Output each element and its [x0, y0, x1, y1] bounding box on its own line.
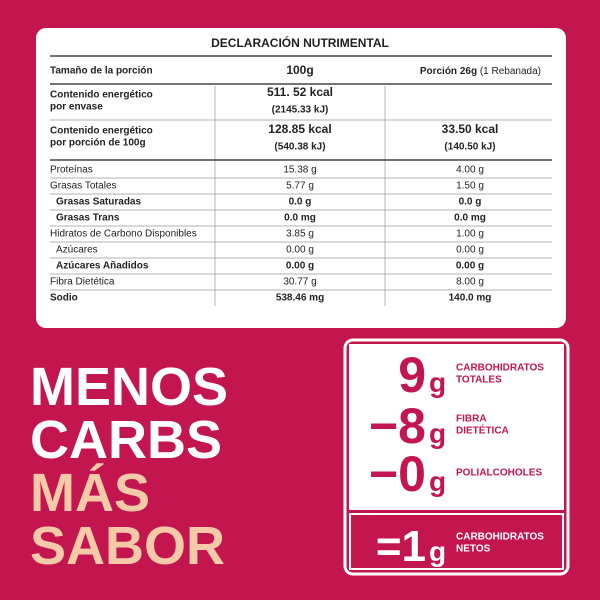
label-title: DECLARACIÓN NUTRIMENTAL [211, 35, 389, 50]
nutrient-name: Sodio [50, 293, 78, 304]
energy-kj: (2145.33 kJ) [272, 105, 329, 116]
nutrient-value: 0.00 g [286, 261, 314, 272]
summary-amount: −0 [369, 446, 426, 502]
nutrient-rows: Proteínas 15.38 g 4.00 g Grasas Totales 5.77… [50, 165, 552, 304]
nutrient-value: 8.00 g [456, 277, 484, 288]
nutrient-value: 0.00 g [456, 261, 484, 272]
nutrient-value: 140.0 mg [449, 293, 492, 304]
summary-label: CARBOHIDRATOS [456, 363, 544, 374]
summary-unit: g [429, 466, 446, 497]
summary-amount: 9 [398, 347, 426, 403]
nutrient-name: Grasas Saturadas [56, 197, 141, 208]
energy-kcal: 33.50 kcal [442, 122, 499, 136]
nutrient-name: Proteínas [50, 165, 93, 176]
promo-line: MENOS [30, 357, 228, 417]
nutrient-value: 5.77 g [286, 181, 314, 192]
serving-label: Tamaño de la porción [50, 66, 153, 77]
summary-label: NETOS [456, 544, 491, 555]
energy-label: por porción de 100g [50, 138, 146, 149]
serving-col2: Porción 26g (1 Rebanada) [420, 66, 541, 77]
serving-col2-value: Porción 26g [420, 66, 477, 77]
energy-label: por envase [50, 102, 103, 113]
summary-unit: g [429, 367, 446, 398]
nutrient-value: 538.46 mg [276, 293, 324, 304]
summary-label: FIBRA [456, 414, 487, 425]
nutrient-value: 3.85 g [286, 229, 314, 240]
promo-line: SABOR [30, 516, 225, 576]
summary-frame [343, 338, 570, 576]
nutrient-value: 0.0 g [289, 197, 312, 208]
nutrient-value: 1.50 g [456, 181, 484, 192]
nutrient-name: Azúcares Añadidos [56, 261, 149, 272]
serving-col1: 100g [286, 63, 313, 77]
summary-panel [349, 344, 564, 510]
summary-label: TOTALES [456, 375, 502, 386]
summary-amount: −8 [369, 398, 426, 454]
energy-label: Contenido energético [50, 90, 153, 101]
summary-result [349, 513, 564, 570]
promo: MENOS CARBS MÁS SABOR [30, 357, 228, 576]
promo-line: CARBS [30, 410, 222, 470]
summary-unit: g [429, 536, 446, 567]
summary-label: CARBOHIDRATOS [456, 532, 544, 543]
promo-line: MÁS [30, 463, 150, 523]
energy-kcal: 511. 52 kcal [267, 85, 333, 99]
nutrient-value: 30.77 g [283, 277, 316, 288]
summary-unit: g [429, 418, 446, 449]
energy-kcal: 128.85 kcal [268, 122, 331, 136]
nutrient-name: Azúcares [56, 245, 98, 256]
nutrient-name: Hidratos de Carbono Disponibles [50, 229, 197, 240]
summary-label: POLIALCOHOLES [456, 468, 542, 479]
summary-amount: =1 [376, 522, 426, 571]
nutrient-value: 4.00 g [456, 165, 484, 176]
nutrient-value: 1.00 g [456, 229, 484, 240]
energy-kj: (540.38 kJ) [274, 142, 325, 153]
nutrient-name: Grasas Totales [50, 181, 117, 192]
nutrient-value: 0.0 mg [284, 213, 316, 224]
nutrient-name: Grasas Trans [56, 213, 120, 224]
energy-kj: (140.50 kJ) [444, 142, 495, 153]
summary-label: DIETÉTICA [456, 424, 509, 437]
energy-label: Contenido energético [50, 126, 153, 137]
nutrient-value: 15.38 g [283, 165, 316, 176]
nutrient-name: Fibra Dietética [50, 277, 115, 288]
nutrient-value: 0.00 g [456, 245, 484, 256]
nutrient-value: 0.00 g [286, 245, 314, 256]
nutrient-value: 0.0 mg [454, 213, 486, 224]
serving-col2-note: (1 Rebanada) [480, 66, 541, 77]
nutrient-value: 0.0 g [459, 197, 482, 208]
